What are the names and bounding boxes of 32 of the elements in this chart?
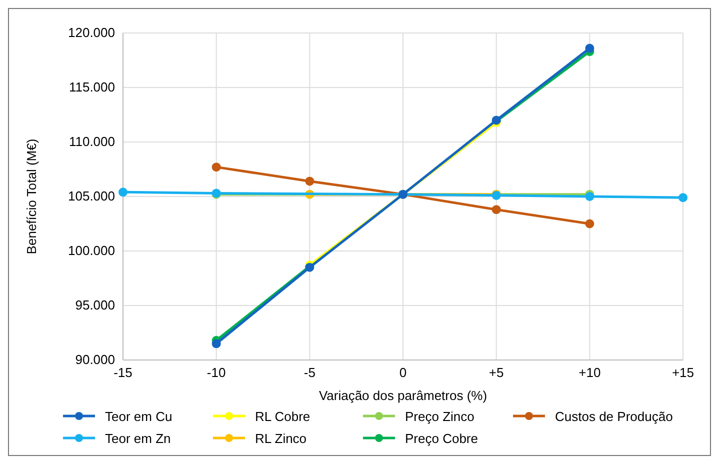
- point: [212, 162, 221, 172]
- y-tick-label: 120.000: [68, 25, 115, 40]
- x-tick-label: +5: [488, 365, 504, 380]
- point: [585, 44, 594, 53]
- x-tick-label: -10: [206, 365, 226, 380]
- point: [678, 193, 688, 202]
- x-tick-label: 0: [399, 365, 407, 380]
- legend-label: Teor em Zn: [105, 431, 171, 446]
- legend-label: Teor em Cu: [105, 409, 172, 424]
- legend-label: RL Zinco: [255, 431, 307, 446]
- legend-label: Preço Cobre: [405, 431, 478, 446]
- y-axis-title: Benefício Total (M€): [24, 138, 39, 254]
- y-tick-label: 100.000: [68, 243, 115, 258]
- x-tick-label: +10: [578, 365, 601, 380]
- x-axis-title: Variação dos parâmetros (%): [318, 388, 488, 403]
- legend-label: Preço Zinco: [405, 409, 474, 424]
- point: [305, 176, 314, 186]
- y-tick-label: 95.000: [75, 298, 115, 312]
- legend-label: Custos de Produção: [555, 409, 673, 424]
- point: [118, 188, 128, 197]
- point: [585, 219, 594, 228]
- x-tick-label: +15: [672, 365, 694, 380]
- y-tick-label: 105.000: [68, 188, 115, 204]
- y-tick-label: 90.000: [75, 352, 115, 367]
- y-tick-label: 110.000: [68, 134, 115, 149]
- x-tick-label: -5: [304, 365, 316, 380]
- y-tick-label: 115.000: [68, 80, 115, 94]
- point: [492, 205, 501, 214]
- legend-label: RL Cobre: [255, 409, 310, 424]
- point: [585, 192, 594, 201]
- point: [212, 339, 221, 348]
- x-tick-label: -15: [114, 365, 132, 380]
